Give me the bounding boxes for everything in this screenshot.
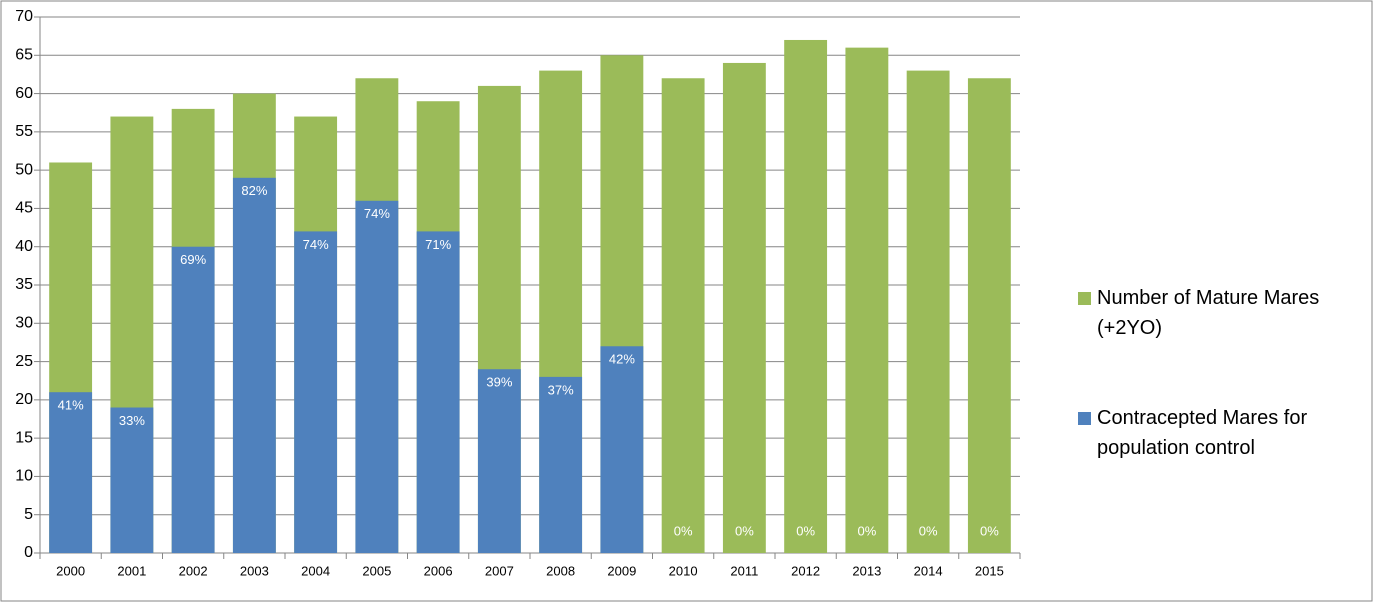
data-label: 69% [180, 252, 206, 267]
y-tick-label: 5 [24, 506, 33, 523]
legend-entry: Number of Mature Mares (+2YO) [1078, 283, 1348, 343]
data-label: 42% [609, 352, 635, 367]
bar [600, 346, 644, 553]
data-label: 0% [796, 523, 815, 538]
y-tick-label: 65 [15, 47, 33, 64]
bar [539, 376, 583, 553]
x-tick-label: 2006 [424, 563, 453, 578]
x-tick-label: 2010 [669, 563, 698, 578]
x-tick-label: 2012 [791, 563, 820, 578]
bar [355, 200, 399, 553]
bar [294, 231, 338, 553]
y-tick-label: 15 [15, 429, 33, 446]
bar [845, 47, 889, 553]
bar [661, 78, 705, 553]
y-tick-label: 40 [15, 238, 33, 255]
x-tick-label: 2000 [56, 563, 85, 578]
bar [784, 39, 828, 553]
y-tick-label: 50 [15, 161, 33, 178]
y-tick-label: 30 [15, 315, 33, 332]
x-tick-label: 2015 [975, 563, 1004, 578]
y-tick-label: 0 [24, 544, 33, 561]
bar [110, 407, 154, 553]
bar [477, 369, 521, 553]
legend-entry: Contracepted Mares for population contro… [1078, 403, 1348, 463]
x-tick-label: 2001 [117, 563, 146, 578]
y-tick-label: 45 [15, 200, 33, 217]
x-tick-label: 2004 [301, 563, 330, 578]
data-label: 0% [735, 523, 754, 538]
bar [416, 231, 460, 553]
bar [722, 62, 766, 553]
legend-swatch [1078, 292, 1091, 305]
x-tick-label: 2002 [179, 563, 208, 578]
y-tick-label: 25 [15, 353, 33, 370]
legend-label: Number of Mature Mares (+2YO) [1097, 287, 1320, 339]
y-tick-label: 10 [15, 468, 33, 485]
data-label: 0% [857, 523, 876, 538]
data-label: 0% [674, 523, 693, 538]
y-tick-label: 70 [15, 8, 33, 25]
y-tick-label: 55 [15, 123, 33, 140]
y-tick-label: 35 [15, 276, 33, 293]
bar [171, 246, 215, 553]
bar [232, 177, 276, 554]
legend-swatch [1078, 412, 1091, 425]
data-label: 33% [119, 413, 145, 428]
x-tick-label: 2014 [914, 563, 943, 578]
x-tick-label: 2011 [730, 563, 758, 578]
x-tick-label: 2005 [362, 563, 391, 578]
x-tick-label: 2008 [546, 563, 575, 578]
data-label: 82% [241, 183, 267, 198]
data-label: 0% [919, 523, 938, 538]
data-label: 74% [364, 206, 390, 221]
bar [906, 70, 950, 553]
data-label: 39% [486, 375, 512, 390]
x-tick-label: 2003 [240, 563, 269, 578]
data-label: 37% [548, 382, 574, 397]
x-tick-label: 2007 [485, 563, 514, 578]
x-tick-label: 2013 [852, 563, 881, 578]
data-label: 0% [980, 523, 999, 538]
x-tick-label: 2009 [607, 563, 636, 578]
bar [967, 78, 1011, 553]
y-tick-label: 20 [15, 391, 33, 408]
y-tick-label: 60 [15, 85, 33, 102]
data-label: 74% [303, 237, 329, 252]
legend-label: Contracepted Mares for population contro… [1097, 407, 1308, 459]
data-label: 41% [58, 398, 84, 413]
data-label: 71% [425, 237, 451, 252]
bar [49, 392, 93, 553]
